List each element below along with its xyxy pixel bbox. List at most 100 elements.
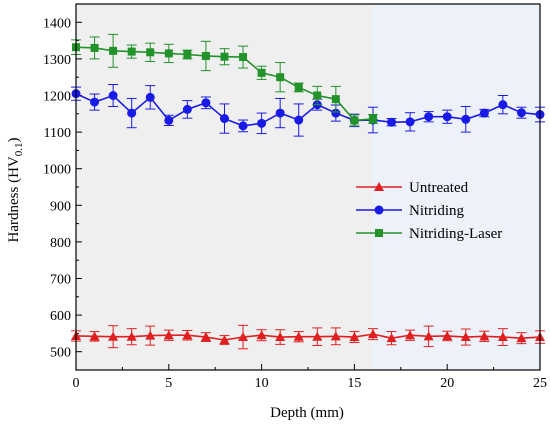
untreated-point: [367, 329, 378, 339]
y-tick-label: 800: [50, 236, 71, 251]
legend-label: Nitriding: [409, 203, 464, 219]
legend-swatch-marker: [375, 229, 383, 237]
nitriding-point: [238, 121, 248, 131]
y-axis-label: Hardness (HV0.1): [6, 138, 25, 243]
nitriding-point: [182, 104, 192, 114]
nitriding-point: [516, 108, 526, 118]
nitriding-point: [461, 114, 471, 124]
nitriding-point: [219, 114, 229, 124]
x-tick-label: 15: [347, 376, 361, 391]
untreated-point: [219, 334, 230, 344]
x-axis-label: Depth (mm): [270, 405, 344, 421]
untreated-point: [275, 332, 286, 342]
nitriding-point: [90, 97, 100, 107]
untreated-point: [497, 332, 508, 342]
x-tick-labels: 0 5 10 15 20 25: [73, 376, 548, 391]
x-tick-label: 0: [73, 376, 80, 391]
x-tick-label: 25: [533, 376, 547, 391]
untreated-point: [386, 333, 397, 343]
untreated-point: [349, 332, 360, 342]
y-tick-label: 900: [50, 199, 71, 214]
plot-frame: [75, 3, 541, 371]
untreated-point: [200, 332, 211, 342]
untreated-point: [126, 331, 137, 341]
nitriding-laser-point: [368, 114, 377, 123]
untreated-point: [182, 330, 193, 340]
y-tick-label: 1400: [43, 16, 71, 31]
untreated-point: [163, 330, 174, 340]
nitriding-laser-point: [257, 68, 266, 77]
background-regions: [76, 4, 540, 370]
untreated-point: [293, 331, 304, 341]
y-axis-label-close: ): [6, 138, 22, 143]
nitriding-laser-point: [201, 51, 210, 60]
nitriding-laser-point: [331, 95, 340, 104]
legend-item-nitriding-laser: Nitriding-Laser: [356, 226, 502, 242]
y-tick-label: 1100: [44, 126, 71, 141]
x-tick-label: 5: [165, 376, 172, 391]
untreated-point: [516, 333, 527, 343]
series-untreated: [71, 324, 545, 350]
untreated-point: [405, 330, 416, 340]
nitriding-laser-point: [276, 73, 285, 82]
nitriding-laser-point: [109, 46, 118, 55]
legend-swatch-marker: [374, 182, 384, 191]
x-tick-label: 10: [255, 376, 269, 391]
nitriding-point: [201, 98, 211, 108]
nitriding-point: [424, 112, 434, 122]
nitriding-point: [331, 108, 341, 118]
y-tick-label: 1300: [43, 53, 71, 68]
nitriding-point: [257, 118, 267, 128]
series-layer: [71, 33, 545, 350]
nitriding-laser-point: [90, 43, 99, 52]
nitriding-laser-point: [294, 83, 303, 92]
nitriding-laser-point: [313, 91, 322, 100]
y-axis-label-subscript: 0.1: [13, 143, 25, 157]
nitriding-point: [145, 92, 155, 102]
nitriding-laser-point: [127, 47, 136, 56]
y-tick-label: 1000: [43, 163, 71, 178]
untreated-point: [89, 331, 100, 341]
legend-label: Nitriding-Laser: [409, 226, 502, 242]
legend-swatch-marker: [374, 205, 384, 215]
nitriding-point: [294, 115, 304, 125]
series-nitriding-laser: [71, 33, 378, 127]
nitriding-point: [442, 112, 452, 122]
y-axis-label-main: Hardness (HV: [6, 156, 22, 242]
y-tick-label: 600: [50, 309, 71, 324]
untreated-point: [442, 330, 453, 340]
nitriding-laser-point: [350, 116, 359, 125]
y-tick-label: 500: [50, 346, 71, 361]
legend-item-nitriding: Nitriding: [356, 203, 464, 219]
nitriding-point: [108, 91, 118, 100]
y-tick-label: 1200: [43, 90, 71, 105]
untreated-point: [312, 331, 323, 341]
nitriding-laser-point: [239, 53, 248, 62]
untreated-point: [108, 331, 119, 341]
untreated-point: [256, 330, 267, 340]
untreated-point: [423, 331, 434, 341]
nitriding-point: [387, 117, 397, 127]
nitriding-point: [405, 117, 415, 127]
nitriding-laser-point: [220, 52, 229, 61]
nitriding-laser-point: [164, 49, 173, 58]
x-tick-label: 20: [440, 376, 454, 391]
nitriding-laser-point: [183, 50, 192, 59]
nitriding-laser-point: [146, 48, 155, 57]
nitriding-point: [164, 115, 174, 125]
untreated-line: [75, 333, 541, 341]
nitriding-point: [127, 108, 137, 118]
untreated-point: [330, 331, 341, 341]
y-tick-label: 700: [50, 273, 71, 288]
legend-label: Untreated: [409, 180, 469, 196]
untreated-point: [145, 330, 156, 340]
untreated-point: [479, 331, 490, 341]
legend: Untreated Nitriding Nitriding-Laser: [356, 180, 502, 242]
legend-item-untreated: Untreated: [356, 180, 469, 196]
untreated-point: [460, 332, 471, 342]
nitriding-point: [479, 108, 489, 118]
nitriding-point: [275, 108, 285, 118]
nitriding-point: [498, 100, 508, 110]
untreated-point: [238, 332, 249, 342]
